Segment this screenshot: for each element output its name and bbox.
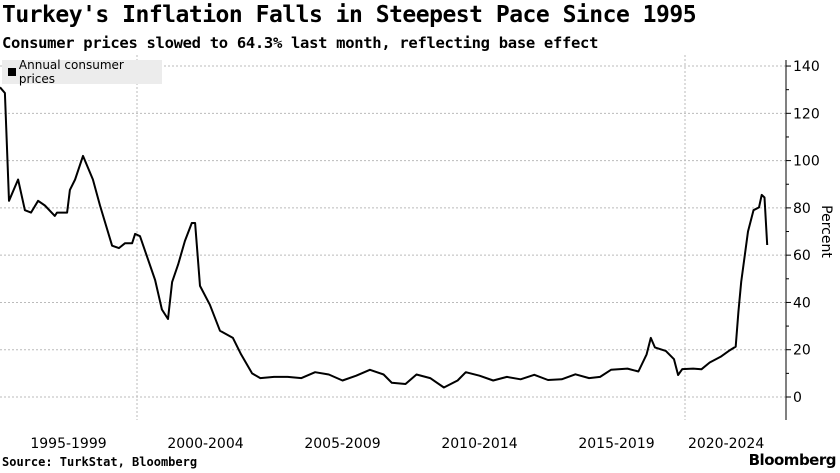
legend-label: Annual consumer prices <box>18 58 124 86</box>
y-tick-label: 60 <box>793 248 811 264</box>
x-tick-label: 1995-1999 <box>30 436 106 452</box>
x-tick-label: 2010-2014 <box>441 436 517 452</box>
x-tick-label: 2020-2024 <box>688 436 764 452</box>
source-note: Source: TurkStat, Bloomberg <box>2 455 198 469</box>
x-tick-label: 2000-2004 <box>167 436 243 452</box>
legend-swatch <box>8 68 16 76</box>
y-tick-label: 40 <box>793 295 811 311</box>
bloomberg-logo: Bloomberg <box>748 451 837 469</box>
x-tick-label: 2015-2019 <box>578 436 654 452</box>
y-tick-label: 120 <box>793 106 820 122</box>
chart-subtitle: Consumer prices slowed to 64.3% last mon… <box>2 34 599 52</box>
y-tick-label: 100 <box>793 154 820 170</box>
y-axis-label: Percent <box>818 205 834 258</box>
y-tick-label: 80 <box>793 201 811 217</box>
y-tick-label: 20 <box>793 343 811 359</box>
x-tick-label: 2005-2009 <box>304 436 380 452</box>
series-line-annual-consumer-prices <box>0 86 769 389</box>
y-tick-label: 0 <box>793 390 802 406</box>
y-tick-label: 140 <box>793 59 820 75</box>
legend: Annual consumer prices <box>2 58 162 86</box>
chart-title: Turkey's Inflation Falls in Steepest Pac… <box>2 2 697 28</box>
